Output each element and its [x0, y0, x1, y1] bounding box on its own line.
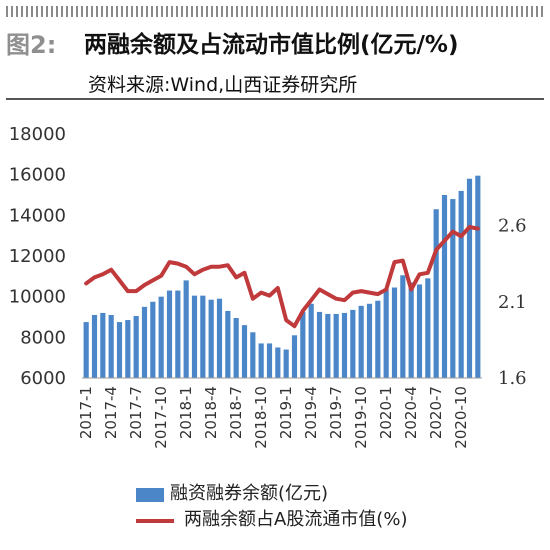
y-right-tick-label: 1.6 — [498, 368, 527, 389]
bar — [275, 347, 281, 378]
y-left-tick-label: 6000 — [20, 368, 66, 389]
bar — [400, 275, 406, 378]
bar — [358, 305, 364, 378]
y-right-tick-label: 2.1 — [498, 292, 527, 313]
y-left-tick-label: 18000 — [9, 124, 66, 145]
bar — [258, 343, 264, 378]
bar — [441, 195, 448, 378]
bar — [416, 284, 423, 378]
bar — [183, 280, 189, 378]
left-axis: 6000 8000 10000 12000 14000 16000 18000 — [9, 124, 66, 389]
x-tick-label: 2019-1 — [277, 386, 295, 439]
y-left-tick-label: 10000 — [9, 287, 66, 308]
x-tick-label: 2018-10 — [252, 386, 270, 449]
bar — [350, 309, 356, 378]
bar — [100, 312, 106, 378]
x-tick-label: 2017-10 — [152, 386, 170, 449]
bar — [125, 320, 131, 378]
x-tick-label: 2020-7 — [427, 386, 445, 439]
y-left-tick-label: 12000 — [9, 246, 66, 267]
bar — [283, 349, 289, 378]
bar — [150, 301, 156, 378]
bar — [341, 312, 348, 378]
bar — [458, 190, 464, 378]
x-tick-label: 2017-7 — [127, 386, 145, 439]
bar — [208, 299, 214, 378]
bar — [166, 290, 173, 378]
bar — [291, 335, 298, 378]
bar — [425, 278, 431, 378]
chart-title: 两融余额及占流动市值比例(亿元/%) — [84, 32, 459, 58]
x-tick-label: 2018-4 — [202, 386, 220, 439]
right-axis: 1.6 2.1 2.6 — [498, 216, 527, 390]
line-series — [84, 225, 480, 329]
bar — [300, 311, 306, 378]
bar — [83, 322, 89, 378]
y-left-tick-label: 8000 — [20, 327, 66, 348]
x-tick-label: 2020-1 — [377, 386, 395, 439]
bar — [116, 322, 123, 378]
decorative-tick-bar — [6, 6, 544, 17]
bar — [250, 332, 256, 378]
bar — [241, 325, 248, 378]
bar — [383, 289, 389, 378]
bar — [325, 313, 331, 378]
y-right-tick-label: 2.6 — [498, 216, 527, 237]
bar — [266, 343, 273, 378]
y-left-tick-label: 16000 — [9, 165, 66, 186]
x-tick-label: 2018-1 — [177, 386, 195, 439]
bar — [333, 313, 339, 378]
bar — [91, 314, 98, 378]
x-tick-label: 2017-4 — [102, 386, 120, 439]
x-tick-label: 2017-1 — [77, 386, 95, 439]
source-note: 资料来源:Wind,山西证券研究所 — [88, 74, 358, 96]
divider — [6, 98, 544, 100]
legend-swatch-line — [136, 519, 174, 523]
legend-label-bars: 融资融券余额(亿元) — [170, 483, 329, 504]
bar — [391, 287, 398, 378]
bar — [375, 300, 381, 378]
legend-label-line: 两融余额占A股流通市值(%) — [184, 509, 408, 530]
bar — [200, 295, 206, 378]
bar — [475, 175, 481, 378]
bar — [225, 310, 231, 378]
y-left-tick-label: 14000 — [9, 205, 66, 226]
bar — [108, 314, 114, 378]
bar — [366, 303, 373, 378]
bar — [158, 296, 164, 378]
bar-series — [83, 175, 481, 378]
bar — [233, 318, 239, 378]
bar — [308, 303, 314, 378]
bar — [466, 178, 473, 378]
bar — [141, 306, 148, 378]
x-tick-label: 2020-10 — [452, 386, 470, 449]
x-tick-label: 2019-10 — [352, 386, 370, 449]
bar — [433, 209, 439, 378]
ratio-line — [84, 225, 480, 329]
x-axis: 2017-1 2017-4 2017-7 2017-10 2018-1 2018-4 201… — [77, 377, 482, 449]
bar — [133, 315, 139, 378]
bar — [450, 199, 456, 378]
x-tick-label: 2020-4 — [402, 386, 420, 439]
legend-swatch-bars — [136, 488, 164, 502]
bar — [408, 282, 414, 378]
x-tick-label: 2019-7 — [327, 386, 345, 439]
x-tick-label: 2018-7 — [227, 386, 245, 439]
bar — [316, 311, 323, 378]
bar — [191, 295, 198, 378]
figure-label: 图2: — [6, 31, 57, 59]
title-bar: 图2: 两融余额及占流动市值比例(亿元/%) — [6, 25, 544, 65]
bar — [216, 298, 223, 378]
bar — [175, 290, 181, 378]
x-tick-label: 2019-4 — [302, 386, 320, 439]
